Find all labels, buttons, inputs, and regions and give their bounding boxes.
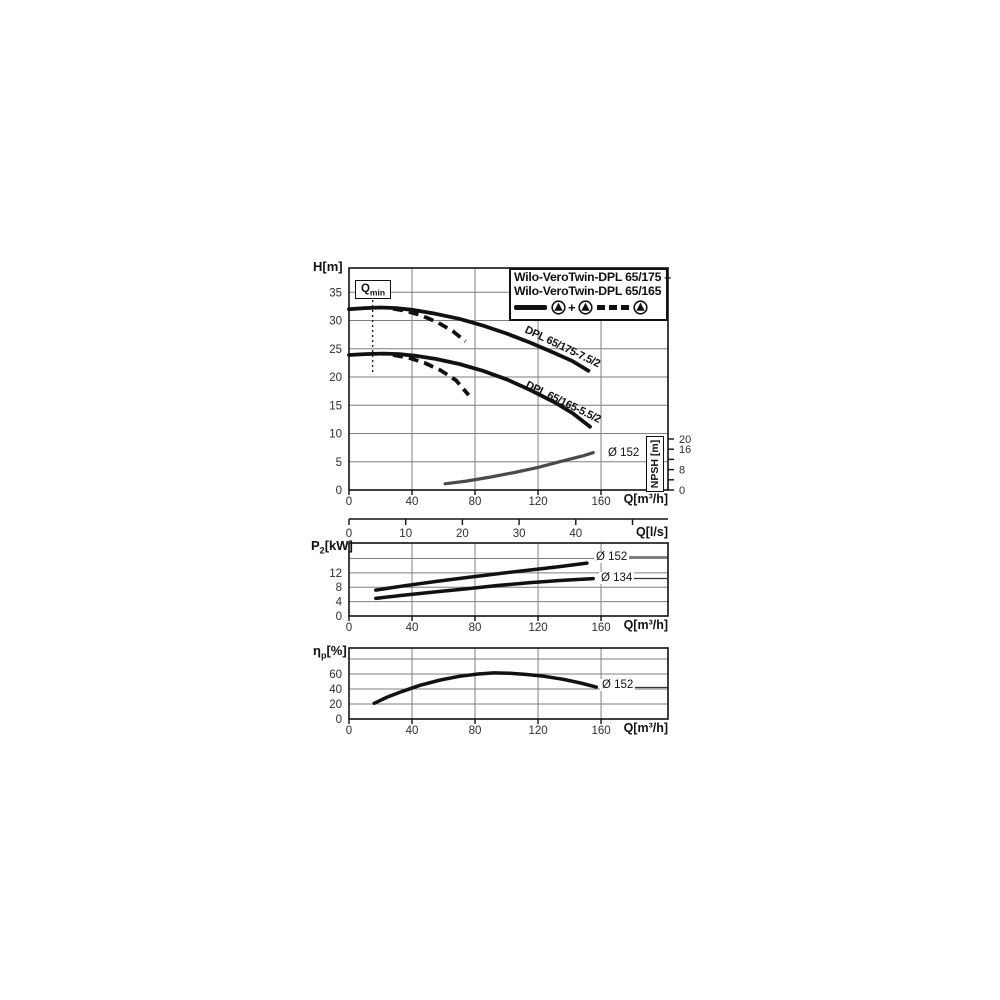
pump-icon [632,300,648,315]
svg-text:30: 30 [329,316,342,328]
svg-text:16: 16 [679,444,691,456]
h-axis-title: H[m] [313,259,343,274]
svg-text:160: 160 [591,725,610,737]
mid-x-unit-label: Q[m³/h] [623,618,668,632]
eta-axis-title: ηp[%] [313,643,347,661]
dashed-line-sample [596,305,629,310]
svg-text:8: 8 [336,582,342,594]
svg-text:40: 40 [406,725,419,737]
pump-icon [551,300,566,315]
legend-title-line1: Wilo-VeroTwin-DPL 65/175 – [514,270,671,284]
svg-text:10: 10 [399,528,412,540]
svg-text:0: 0 [336,714,342,726]
qmin-marker: Qmin [355,280,391,299]
svg-text:20: 20 [329,372,342,384]
svg-text:60: 60 [329,669,342,681]
svg-text:0: 0 [336,611,342,623]
svg-text:5: 5 [336,457,342,469]
svg-text:80: 80 [469,725,482,737]
svg-text:0: 0 [346,496,352,508]
svg-text:8: 8 [679,465,685,477]
svg-text:0: 0 [346,528,352,540]
qmin-label: Q [360,283,370,295]
solid-line-sample [514,305,547,310]
svg-text:120: 120 [528,622,547,634]
npsh-impeller-label: Ø 152 [606,447,642,459]
svg-text:30: 30 [513,528,526,540]
svg-text:35: 35 [329,287,342,299]
svg-text:40: 40 [406,622,419,634]
svg-text:120: 120 [528,725,547,737]
svg-text:20: 20 [329,699,342,711]
svg-text:0: 0 [346,725,352,737]
p2-impeller-152-label: Ø 152 [594,551,630,563]
npsh-axis-box: NPSH [m] [646,436,664,492]
legend-symbols-row: + [511,298,666,315]
svg-text:160: 160 [591,622,610,634]
svg-text:160: 160 [591,496,610,508]
top-x-unit-label: Q[m³/h] [623,492,668,506]
pump-icon [577,300,593,315]
svg-text:0: 0 [679,485,685,497]
svg-text:0: 0 [336,485,342,497]
svg-text:120: 120 [528,496,547,508]
p2-axis-title: P2[kW] [311,538,353,556]
svg-text:25: 25 [329,344,342,356]
ls-axis-unit-label: Q[l/s] [636,525,668,539]
svg-text:40: 40 [569,528,582,540]
eta-impeller-152-label: Ø 152 [600,679,636,691]
svg-text:20: 20 [679,434,691,446]
svg-text:15: 15 [329,400,342,412]
p2-impeller-134-label: Ø 134 [599,572,635,584]
svg-text:40: 40 [406,496,419,508]
svg-text:40: 40 [329,684,342,696]
svg-text:80: 80 [469,622,482,634]
legend: Wilo-VeroTwin-DPL 65/175 – Wilo-VeroTwin… [509,268,671,321]
svg-text:80: 80 [469,496,482,508]
svg-text:0: 0 [346,622,352,634]
legend-title-line2: Wilo-VeroTwin-DPL 65/165 [514,284,662,298]
svg-text:10: 10 [329,429,342,441]
plus-sign: + [568,300,576,315]
svg-text:4: 4 [336,597,343,609]
svg-text:20: 20 [456,528,469,540]
bottom-x-unit-label: Q[m³/h] [623,721,668,735]
npsh-axis-label: NPSH [m] [649,439,661,489]
svg-text:12: 12 [329,568,342,580]
